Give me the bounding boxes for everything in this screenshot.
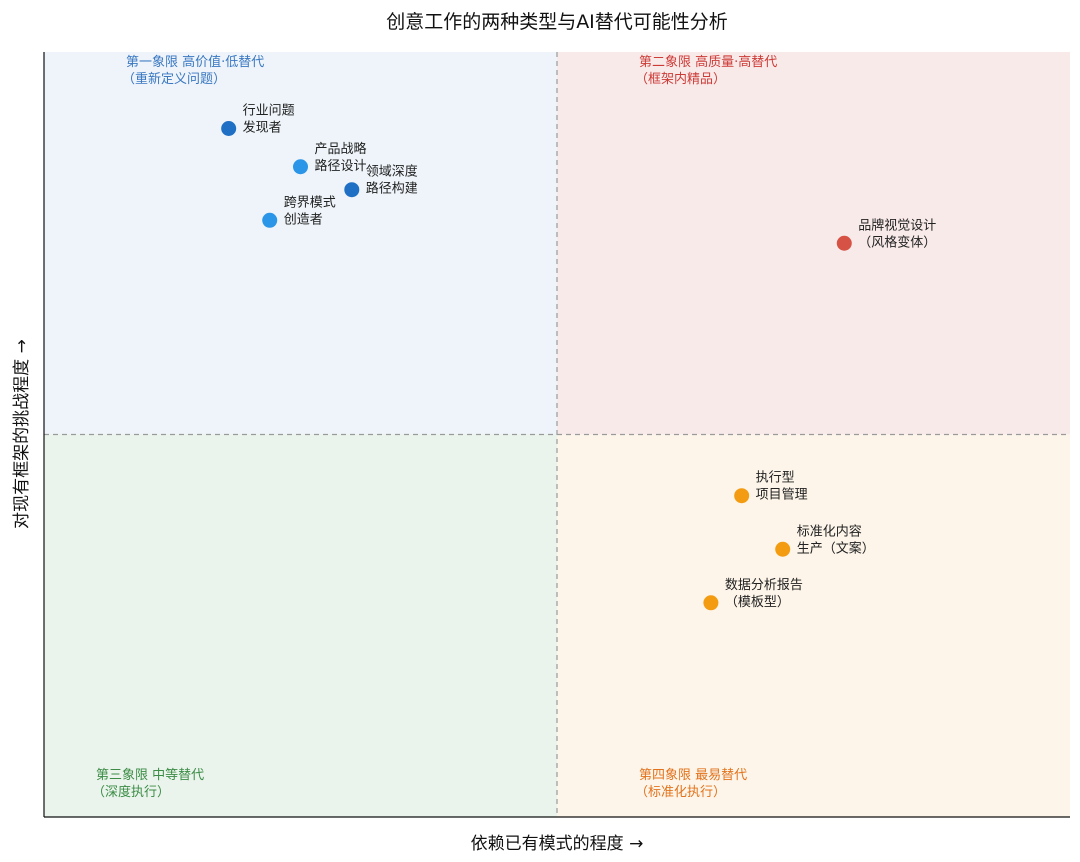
data-point-label: 行业问题 (243, 104, 295, 119)
data-point-label: 生产（文案） (797, 541, 875, 556)
quadrant-bg-top-left (44, 52, 557, 435)
quadrant-dividers (44, 52, 1070, 817)
quadrant-title: 第三象限 中等替代 (96, 767, 204, 783)
quadrant-subtitle: （框架内精品） (635, 71, 726, 87)
data-point-label: 项目管理 (756, 488, 808, 503)
data-point (836, 235, 852, 251)
quadrant-subtitle: （标准化执行） (635, 785, 726, 800)
data-point-label: 路径构建 (366, 181, 418, 197)
quadrant-title: 第二象限 高质量·高替代 (639, 54, 777, 70)
data-point (293, 159, 308, 175)
quadrant-title: 第四象限 最易替代 (639, 768, 747, 783)
y-axis-label: 对现有框架的挑战程度 → (12, 339, 32, 529)
data-point (262, 212, 278, 228)
data-point-label: 路径设计 (315, 158, 367, 174)
quadrant-backgrounds (44, 52, 1070, 817)
quadrant-labels: 第一象限 高价值·低替代（重新定义问题） 第二象限 高质量·高替代（框架内精品） 第… (92, 54, 777, 800)
data-point-label: （模板型） (725, 595, 790, 610)
quadrant-bg-bottom-left (44, 434, 557, 817)
chart-title: 创意工作的两种类型与AI替代可能性分析 (386, 11, 728, 33)
quadrant-bg-bottom-right (557, 434, 1070, 817)
data-point (221, 121, 237, 136)
quadrant-title: 第一象限 高价值·低替代 (126, 54, 264, 70)
data-point-label: 创造者 (284, 212, 323, 227)
data-point (703, 595, 719, 611)
quadrant-subtitle: （深度执行） (92, 784, 170, 800)
x-axis-label: 依赖已有模式的程度 → (471, 834, 644, 854)
data-point-label: 标准化内容 (797, 523, 862, 539)
data-point-label: 数据分析报告 (725, 578, 803, 593)
data-point-label: 领域深度 (366, 164, 418, 180)
axes (43, 52, 1070, 818)
data-point-label: 跨界模式 (284, 195, 336, 210)
quadrant-subtitle: （重新定义问题） (122, 71, 226, 87)
data-point-label: 品牌视觉设计 (858, 217, 936, 233)
data-point-label: （风格变体） (858, 234, 936, 250)
data-point-label: 执行型 (756, 471, 795, 486)
data-point-label: 发现者 (243, 120, 282, 136)
data-point-label: 产品战略 (315, 141, 367, 157)
data-point (775, 541, 791, 557)
data-point (734, 488, 750, 504)
data-point (344, 182, 360, 198)
quadrant-bg-top-right (557, 52, 1070, 435)
